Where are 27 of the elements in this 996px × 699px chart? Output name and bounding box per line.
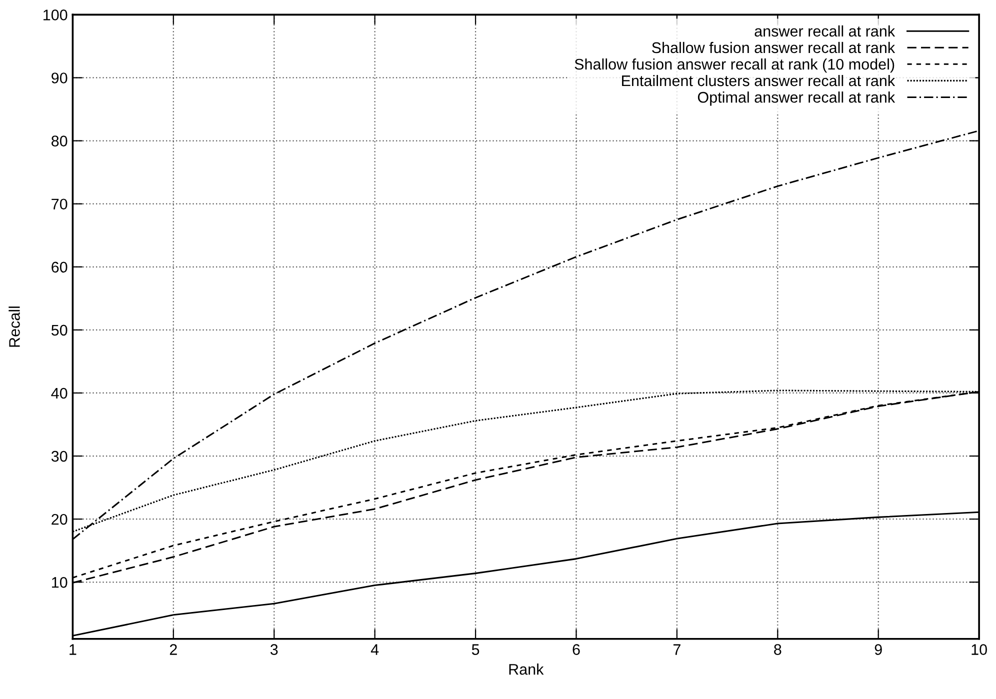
legend-label: Optimal answer recall at rank [698, 92, 896, 106]
y-tick-label: 20 [52, 514, 68, 525]
legend-label: answer recall at rank [754, 25, 896, 37]
y-tick-label: 90 [52, 72, 68, 84]
x-tick-label: 8 [774, 644, 782, 655]
x-tick-label: 3 [270, 644, 278, 655]
y-axis-title: Recall [8, 306, 20, 347]
y-tick-label: 30 [51, 450, 68, 462]
y-tick-label: 40 [51, 388, 68, 399]
x-axis-title: Rank [509, 664, 544, 675]
x-tick-label: 4 [370, 644, 379, 655]
x-tick-label: 5 [472, 644, 480, 655]
legend-label: Entailment clusters answer recall at rank [622, 74, 896, 86]
legend-label: Shallow fusion answer recall at rank [652, 42, 896, 54]
x-tick-label: 2 [170, 644, 177, 655]
y-tick-label: 10 [52, 577, 68, 588]
y-tick-label: 70 [52, 198, 68, 210]
legend-label: Shallow fusion answer recall at rank (10 model) [574, 58, 894, 73]
y-tick-label: 80 [52, 136, 68, 146]
x-tick-label: 1 [70, 644, 76, 655]
x-tick-label: 7 [673, 644, 680, 655]
y-tick-label: 100 [44, 10, 68, 20]
x-tick-label: 10 [972, 644, 987, 655]
y-tick-label: 50 [51, 324, 68, 336]
y-tick-label: 60 [52, 262, 68, 273]
x-tick-label: 9 [874, 644, 882, 655]
x-tick-label: 6 [572, 644, 580, 655]
